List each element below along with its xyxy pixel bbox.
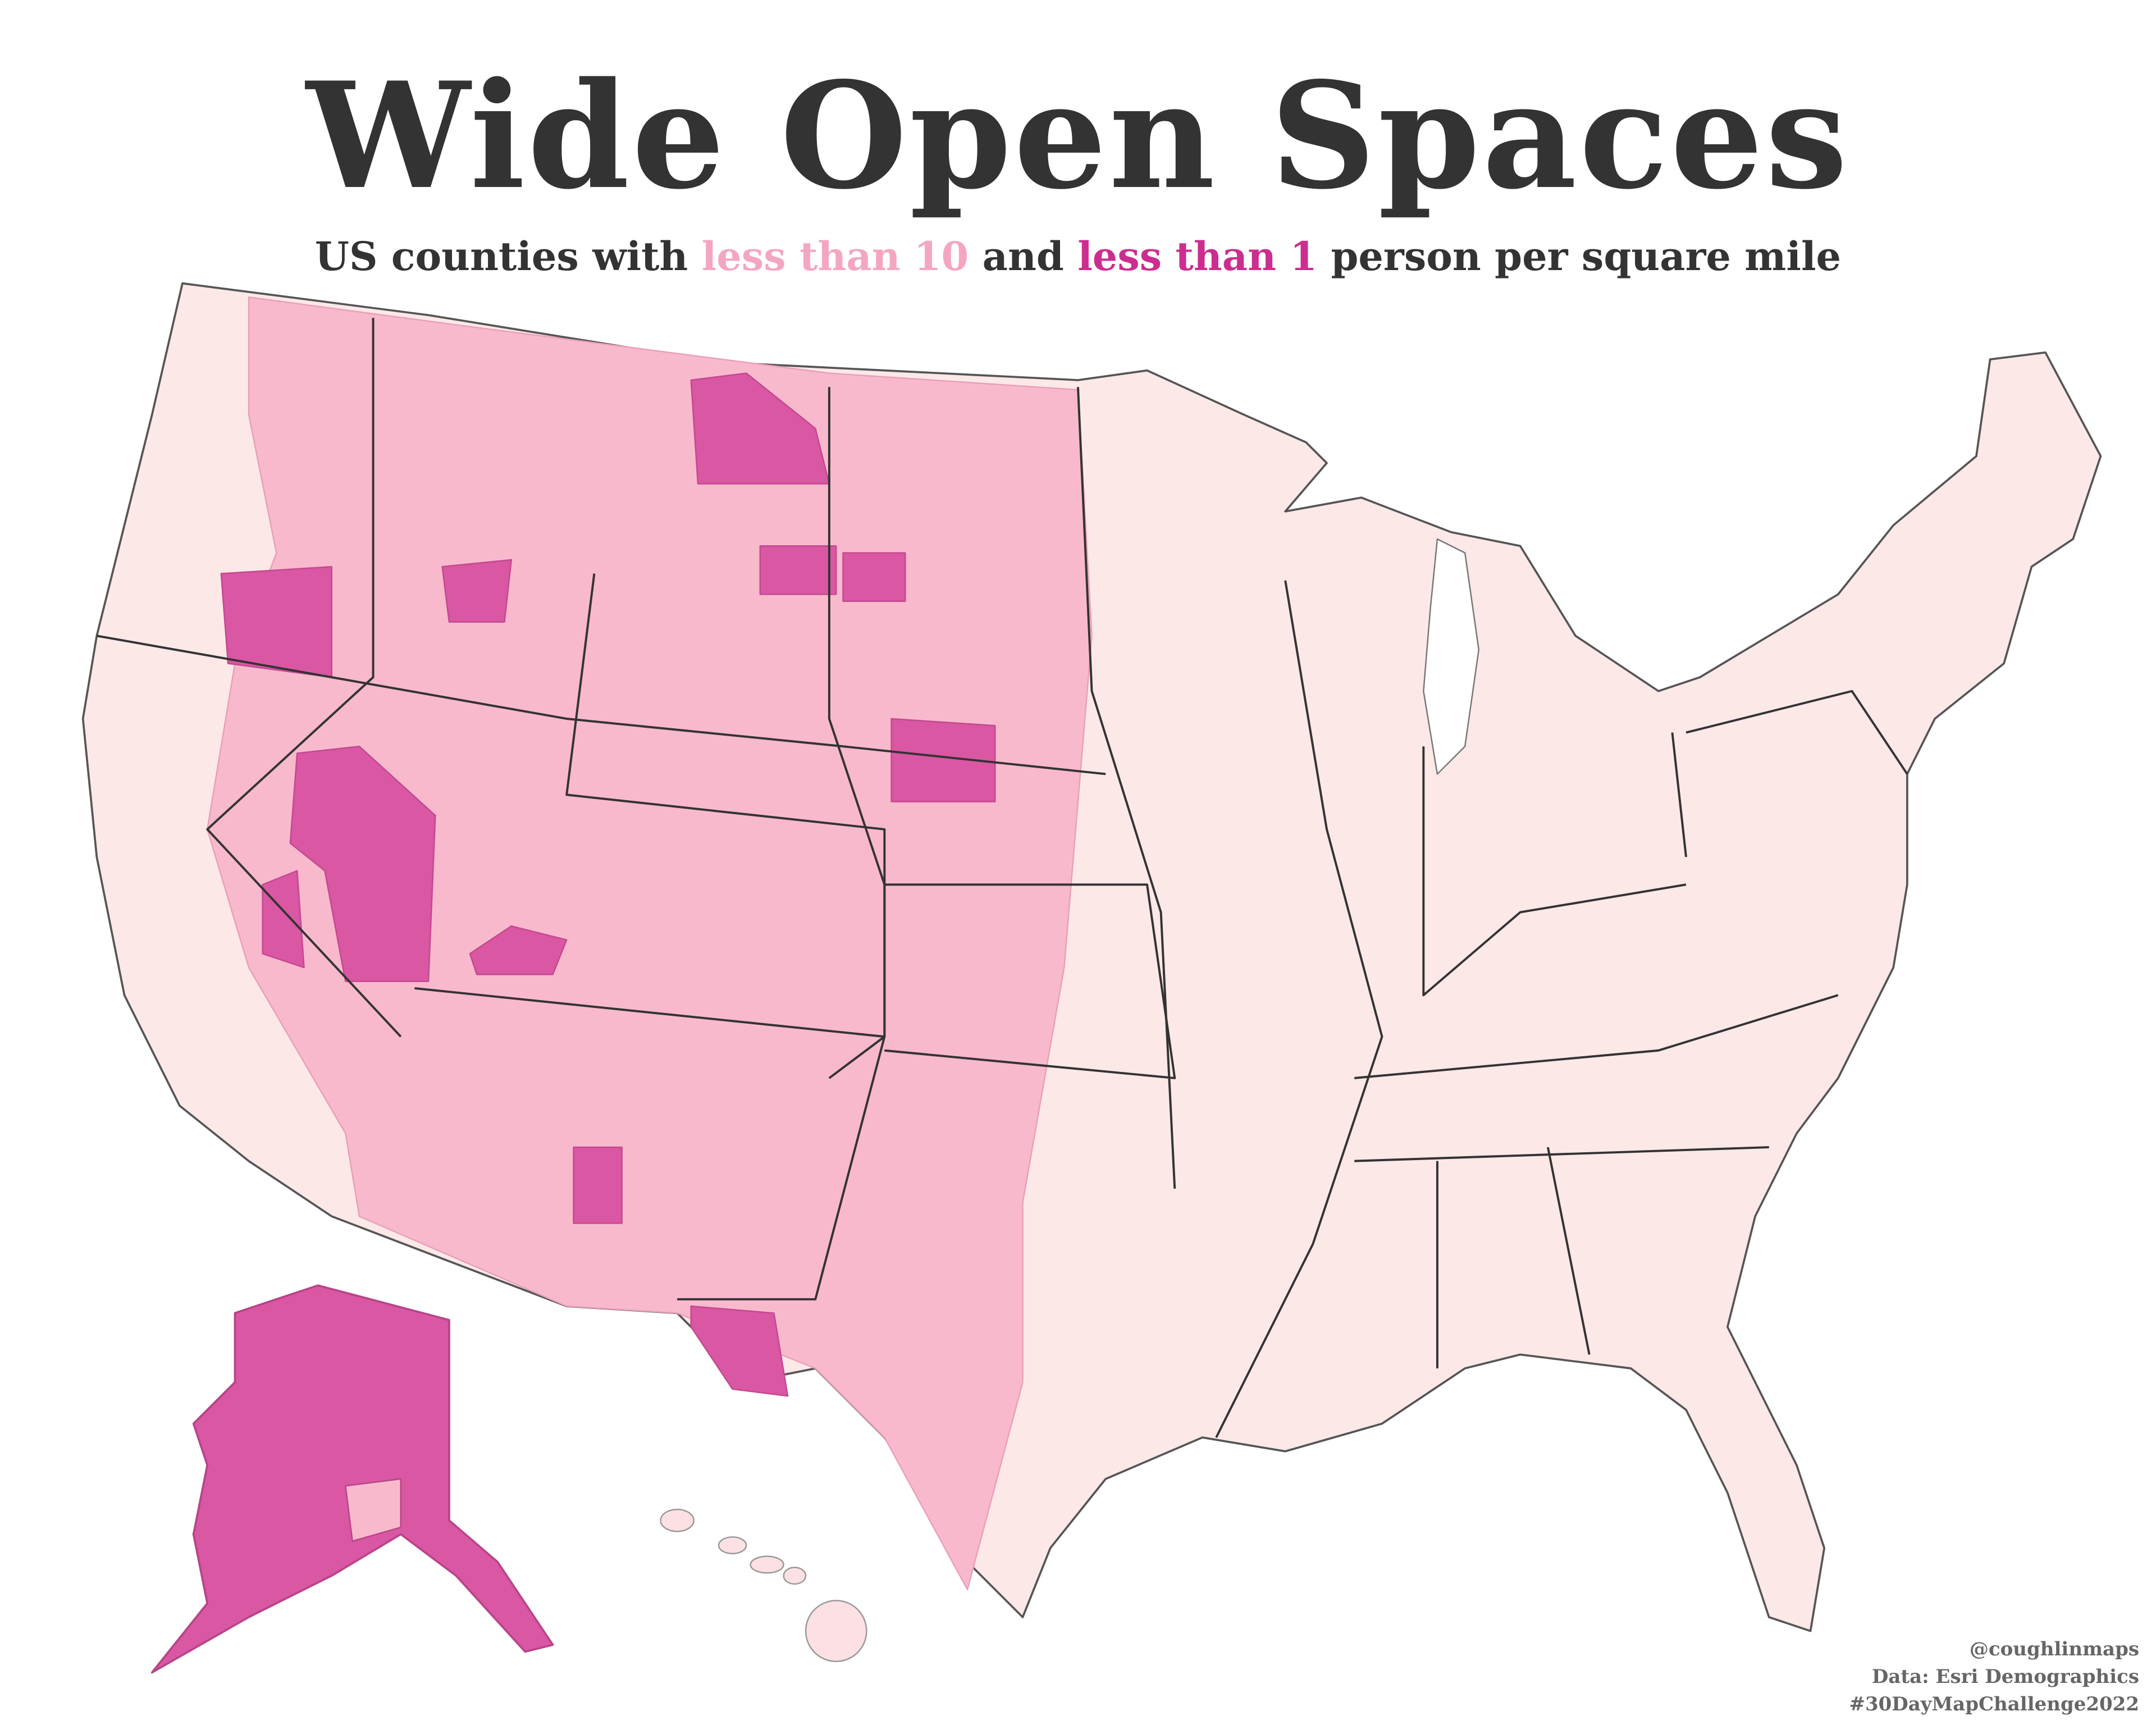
border bbox=[1215, 580, 1383, 1438]
patch bbox=[759, 545, 837, 595]
alaska-sparse bbox=[345, 1478, 402, 1542]
state-borders bbox=[96, 318, 1908, 1438]
subtitle-text: US counties with bbox=[314, 233, 688, 280]
border bbox=[414, 987, 886, 1300]
very-sparse-patches bbox=[220, 372, 996, 1397]
border bbox=[1422, 746, 1687, 997]
island bbox=[660, 1508, 695, 1532]
credit: #30DayMapChallenge2022 bbox=[1849, 1693, 2139, 1715]
border bbox=[96, 635, 1106, 775]
patch bbox=[573, 1146, 623, 1224]
hawaii bbox=[660, 1508, 867, 1662]
subtitle: US counties with less than 10 and less t… bbox=[0, 233, 2156, 280]
border bbox=[1436, 1147, 1591, 1368]
subtitle-text: and bbox=[982, 233, 1064, 280]
border bbox=[565, 573, 886, 1079]
patch bbox=[441, 559, 512, 623]
alaska bbox=[150, 1284, 554, 1674]
border bbox=[1077, 387, 1176, 1189]
credit: Data: Esri Demographics bbox=[1871, 1665, 2139, 1688]
lake bbox=[1423, 538, 1480, 775]
subtitle-low: less than 10 bbox=[701, 233, 969, 280]
island bbox=[750, 1555, 784, 1574]
border bbox=[1354, 994, 1839, 1079]
patch bbox=[289, 745, 436, 982]
patch bbox=[842, 552, 906, 602]
subtitle-text: person per square mile bbox=[1331, 233, 1842, 280]
subtitle-lowest: less than 1 bbox=[1077, 233, 1318, 280]
credit: @coughlinmaps bbox=[1969, 1638, 2139, 1660]
patch bbox=[690, 372, 830, 485]
border bbox=[1671, 690, 1908, 857]
island bbox=[805, 1600, 867, 1662]
credits: @coughlinmaps Data: Esri Demographics #3… bbox=[1849, 1636, 2139, 1718]
patch bbox=[469, 925, 568, 975]
patch bbox=[262, 870, 305, 969]
border bbox=[1354, 1146, 1769, 1162]
border bbox=[206, 318, 402, 1038]
border bbox=[884, 883, 1176, 1079]
island bbox=[783, 1567, 807, 1585]
patch bbox=[890, 718, 996, 802]
title: Wide Open Spaces bbox=[306, 51, 1850, 222]
patch bbox=[690, 1305, 789, 1397]
island bbox=[718, 1536, 747, 1554]
border bbox=[828, 387, 886, 1037]
